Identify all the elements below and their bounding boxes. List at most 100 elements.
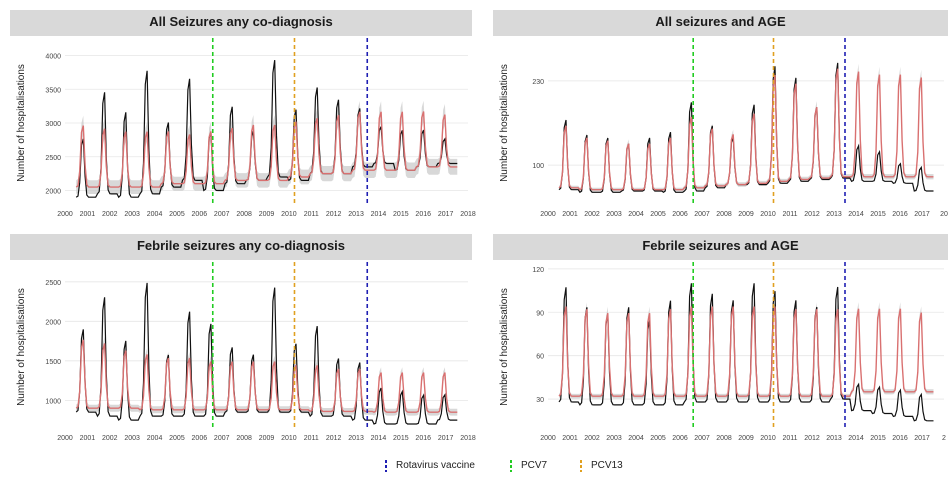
y-axis-label: Number of hospitalisations	[16, 288, 27, 406]
y-tick-label: 90	[536, 310, 544, 317]
legend: Rotavirus vaccine PCV7 PCV13	[360, 458, 840, 476]
x-tick-label: 2013	[826, 211, 842, 218]
x-tick-label: 2010	[281, 435, 297, 442]
panel-febrile-age: Febrile seizures and AGE 30 60 90 120 2000 20…	[493, 234, 948, 452]
fitted-series-line	[75, 339, 458, 413]
x-tick-label: 2013	[348, 435, 364, 442]
x-tick-label: 2011	[304, 435, 319, 442]
chart-all-seizures-age: 100 230 2000 2001 2002 2003 2004 2005 2006 2007 20…	[499, 38, 948, 218]
panel-strip: Febrile seizures and AGE	[493, 234, 948, 260]
x-tick-label: 2011	[782, 435, 797, 442]
y-tick-label: 120	[532, 267, 544, 274]
y-tick-label: 60	[536, 354, 544, 361]
x-tick-label: 2002	[102, 211, 118, 218]
x-tick-label: 2012	[804, 211, 820, 218]
x-tick-label: 2001	[562, 211, 578, 218]
x-tick-label: 2006	[192, 435, 208, 442]
fitted-series-line	[558, 306, 934, 397]
x-tick-label: 2009	[259, 211, 275, 218]
x-tick-label: 2017	[914, 435, 930, 442]
x-tick-label: 2002	[584, 211, 600, 218]
x-tick-label: 2	[942, 435, 946, 442]
observed-series-line	[558, 283, 934, 422]
x-tick-label: 2009	[259, 435, 275, 442]
panel-title: Febrile seizures any co-diagnosis	[136, 238, 346, 253]
x-tick-label: 2013	[826, 435, 842, 442]
legend-key-rotavirus	[385, 460, 387, 472]
x-tick-label: 2002	[102, 435, 118, 442]
x-tick-label: 2015	[393, 435, 409, 442]
y-tick-label: 3000	[45, 121, 61, 128]
y-axis-label: Number of hospitalisations	[16, 64, 27, 182]
x-tick-label: 2003	[124, 435, 140, 442]
x-tick-label: 2006	[672, 435, 688, 442]
panel-title: All Seizures any co-diagnosis	[149, 14, 333, 29]
x-tick-label: 2012	[804, 435, 820, 442]
panel-title: All seizures and AGE	[655, 14, 786, 29]
panel-all-seizures-any: All Seizures any co-diagnosis 2000 2500 30…	[10, 10, 476, 228]
y-tick-label: 1500	[45, 359, 61, 366]
y-tick-label: 1000	[45, 398, 61, 405]
x-tick-label: 2012	[326, 435, 342, 442]
x-tick-label: 2001	[80, 211, 96, 218]
x-tick-label: 2008	[236, 435, 252, 442]
x-tick-label: 2001	[562, 435, 578, 442]
x-tick-label: 2005	[169, 435, 185, 442]
x-tick-label: 2000	[57, 435, 73, 442]
panel-strip: Febrile seizures any co-diagnosis	[10, 234, 472, 260]
y-axis-label: Number of hospitalisations	[499, 64, 510, 182]
x-tick-label: 2015	[870, 435, 886, 442]
confidence-ribbon	[76, 100, 458, 194]
x-tick-label: 2000	[540, 211, 556, 218]
x-tick-label: 2010	[760, 211, 776, 218]
chart-all-seizures-any: 2000 2500 3000 3500 4000 2000 2001 2002 2003 2004…	[16, 38, 476, 218]
x-tick-label: 2009	[738, 211, 754, 218]
x-tick-label: 2007	[694, 435, 710, 442]
x-tick-label: 2008	[236, 211, 252, 218]
x-tick-label: 2016	[892, 211, 908, 218]
y-axis-label: Number of hospitalisations	[499, 288, 510, 406]
fitted-series-line	[558, 68, 934, 191]
y-tick-label: 3500	[45, 87, 61, 94]
x-tick-label: 2014	[848, 211, 864, 218]
legend-key-pcv13	[580, 460, 582, 472]
observed-series-line	[75, 60, 458, 199]
x-tick-label: 2018	[460, 211, 476, 218]
y-tick-label: 100	[532, 163, 544, 170]
x-tick-label: 2004	[628, 211, 644, 218]
observed-series-line	[558, 62, 934, 194]
x-tick-label: 2014	[371, 435, 387, 442]
x-tick-label: 2003	[124, 211, 140, 218]
fitted-series-line	[75, 111, 458, 188]
x-tick-label: 2005	[169, 211, 185, 218]
x-tick-label: 2006	[192, 211, 208, 218]
x-tick-label: 2003	[606, 211, 622, 218]
x-tick-label: 2010	[760, 435, 776, 442]
x-tick-label: 2002	[584, 435, 600, 442]
x-tick-label: 2007	[214, 435, 230, 442]
y-tick-label: 2000	[45, 319, 61, 326]
x-tick-label: 2004	[147, 435, 163, 442]
x-tick-label: 2014	[371, 211, 387, 218]
x-tick-label: 2015	[870, 211, 886, 218]
x-tick-label: 2016	[892, 435, 908, 442]
x-tick-label: 2011	[782, 211, 797, 218]
x-tick-label: 2009	[738, 435, 754, 442]
x-tick-label: 2008	[716, 435, 732, 442]
panel-title: Febrile seizures and AGE	[642, 238, 799, 253]
legend-label: PCV7	[521, 460, 548, 471]
y-tick-label: 30	[536, 397, 544, 404]
legend-key-pcv7	[510, 460, 512, 472]
x-tick-label: 2000	[57, 211, 73, 218]
x-tick-label: 20	[940, 211, 948, 218]
x-tick-label: 2007	[214, 211, 230, 218]
x-tick-label: 2005	[650, 435, 666, 442]
x-tick-label: 2004	[628, 435, 644, 442]
panel-strip: All Seizures any co-diagnosis	[10, 10, 472, 36]
x-tick-label: 2017	[438, 435, 454, 442]
x-tick-label: 2014	[848, 435, 864, 442]
y-tick-label: 4000	[45, 54, 61, 61]
legend-label: PCV13	[591, 460, 623, 471]
x-tick-label: 2017	[438, 211, 454, 218]
x-tick-label: 2001	[80, 435, 96, 442]
